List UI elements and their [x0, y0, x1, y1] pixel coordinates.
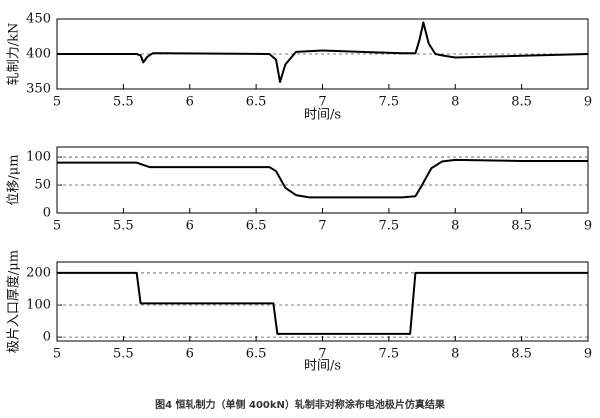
y-axis-label: 极片入口厚度/μm [6, 250, 22, 353]
x-tick-label: 8 [451, 347, 459, 362]
y-tick-label: 0 [43, 206, 51, 221]
caption: 图4 恒轧制力（单侧 400kN）轧制非对称涂布电池极片仿真结果 [155, 398, 446, 411]
x-tick-label: 8 [451, 95, 459, 110]
x-axis-label: 时间/s [304, 359, 341, 374]
x-tick-label: 7.5 [379, 347, 400, 362]
x-tick-label: 9 [584, 219, 592, 234]
y-tick-label: 350 [26, 82, 51, 97]
x-tick-label: 5 [53, 347, 61, 362]
x-tick-label: 6 [186, 219, 194, 234]
x-tick-label: 5.5 [113, 347, 134, 362]
x-tick-label: 7 [318, 95, 326, 110]
y-tick-label: 50 [34, 178, 51, 193]
x-tick-label: 9 [584, 347, 592, 362]
y-axis-label: 位移/μm [7, 154, 22, 205]
x-tick-label: 6.5 [246, 95, 267, 110]
x-axis-label: 时间/s [304, 108, 341, 123]
y-tick-label: 100 [26, 298, 51, 313]
x-tick-label: 6 [186, 347, 194, 362]
x-tick-label: 8.5 [511, 219, 532, 234]
x-tick-label: 6.5 [246, 347, 267, 362]
y-tick-label: 200 [26, 265, 51, 280]
x-tick-label: 5 [53, 95, 61, 110]
data-line [57, 158, 588, 199]
x-tick-label: 8.5 [511, 347, 532, 362]
x-tick-label: 8 [451, 219, 459, 234]
y-tick-label: 0 [43, 330, 51, 345]
y-tick-label: 450 [26, 12, 51, 27]
y-tick-label: 100 [26, 150, 51, 165]
x-tick-label: 7.5 [379, 219, 400, 234]
x-tick-label: 8.5 [511, 95, 532, 110]
x-tick-label: 5.5 [113, 219, 134, 234]
y-tick-label: 400 [26, 47, 51, 62]
data-line [57, 21, 589, 83]
y-axis-label: 轧制力/kN [7, 23, 22, 86]
x-tick-label: 7 [318, 347, 326, 362]
x-tick-label: 5.5 [113, 95, 134, 110]
data-line [57, 271, 588, 335]
x-tick-label: 9 [584, 95, 592, 110]
x-tick-label: 7.5 [379, 95, 400, 110]
x-tick-label: 6.5 [246, 219, 267, 234]
x-tick-label: 5 [53, 219, 61, 234]
x-tick-label: 7 [318, 219, 326, 234]
x-tick-label: 6 [186, 95, 194, 110]
